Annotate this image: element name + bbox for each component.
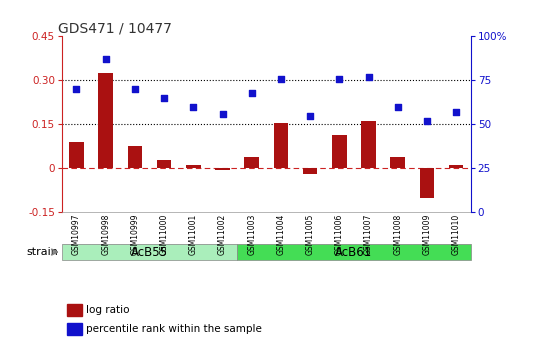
- Bar: [62, 244, 237, 260]
- Text: GSM10999: GSM10999: [130, 213, 139, 255]
- Bar: [420, 168, 434, 198]
- Point: [364, 74, 373, 79]
- Text: strain: strain: [27, 247, 59, 257]
- Bar: [128, 146, 142, 168]
- Bar: [186, 165, 201, 168]
- Bar: [449, 166, 463, 168]
- Point: [160, 95, 168, 101]
- Bar: [69, 142, 84, 168]
- Text: GSM10998: GSM10998: [101, 213, 110, 255]
- Text: GSM11003: GSM11003: [247, 213, 256, 255]
- Text: log ratio: log ratio: [86, 305, 130, 315]
- Bar: [237, 244, 471, 260]
- Bar: [303, 168, 317, 174]
- Point: [218, 111, 227, 117]
- Point: [393, 104, 402, 109]
- Point: [101, 56, 110, 62]
- Text: GSM11005: GSM11005: [306, 213, 315, 255]
- Bar: [98, 73, 113, 168]
- Text: GSM11004: GSM11004: [277, 213, 286, 255]
- Bar: [391, 157, 405, 168]
- Text: GDS471 / 10477: GDS471 / 10477: [58, 21, 172, 35]
- Text: GSM11000: GSM11000: [160, 213, 168, 255]
- Text: GSM11010: GSM11010: [451, 213, 461, 255]
- Point: [189, 104, 197, 109]
- Bar: [244, 157, 259, 168]
- Point: [72, 86, 81, 92]
- Point: [306, 113, 314, 118]
- Text: AcB61: AcB61: [335, 246, 372, 258]
- Point: [277, 76, 285, 81]
- Bar: [361, 121, 376, 168]
- Bar: [215, 168, 230, 170]
- Point: [452, 109, 461, 115]
- Text: GSM11007: GSM11007: [364, 213, 373, 255]
- Bar: [157, 159, 172, 168]
- Bar: [67, 304, 82, 316]
- Bar: [332, 135, 346, 168]
- Text: GSM11006: GSM11006: [335, 213, 344, 255]
- Point: [335, 76, 344, 81]
- Text: GSM11001: GSM11001: [189, 213, 198, 255]
- Text: GSM10997: GSM10997: [72, 213, 81, 255]
- Point: [423, 118, 431, 124]
- Text: percentile rank within the sample: percentile rank within the sample: [86, 324, 262, 334]
- Text: GSM11002: GSM11002: [218, 213, 227, 255]
- Bar: [67, 323, 82, 335]
- Point: [247, 90, 256, 95]
- Text: AcB55: AcB55: [131, 246, 168, 258]
- Point: [131, 86, 139, 92]
- Text: GSM11008: GSM11008: [393, 213, 402, 255]
- Bar: [274, 123, 288, 168]
- Text: GSM11009: GSM11009: [422, 213, 431, 255]
